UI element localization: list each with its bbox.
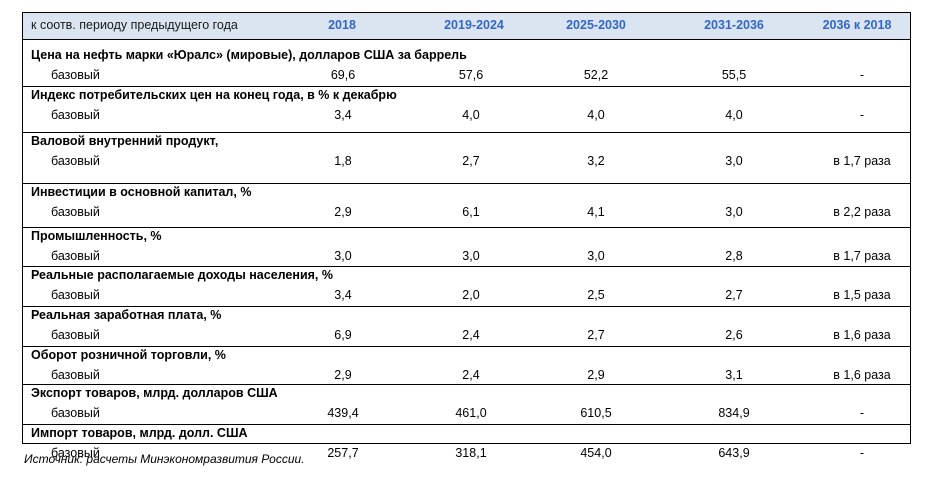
table-cell: 454,0 bbox=[580, 446, 612, 460]
row-separator bbox=[23, 183, 910, 184]
indicator-title: Цена на нефть марки «Юралс» (мировые), д… bbox=[31, 48, 467, 62]
table-cell: 3,2 bbox=[587, 154, 605, 168]
table-header: к соотв. периоду предыдущего года 2018 2… bbox=[23, 13, 910, 40]
table-cell: 3,0 bbox=[725, 205, 743, 219]
table-cell: 4,0 bbox=[725, 108, 743, 122]
scenario-label: базовый bbox=[51, 249, 100, 263]
indicator-title: Валовой внутренний продукт, bbox=[31, 134, 219, 148]
table-cell: 2,4 bbox=[462, 368, 480, 382]
table-cell: 3,0 bbox=[587, 249, 605, 263]
table-cell: 3,0 bbox=[334, 249, 352, 263]
table-cell: 439,4 bbox=[327, 406, 359, 420]
table-cell: в 1,7 раза bbox=[833, 154, 891, 168]
table-cell: 57,6 bbox=[458, 68, 484, 82]
scenario-label: базовый bbox=[51, 406, 100, 420]
table-cell: 6,1 bbox=[462, 205, 480, 219]
indicator-title: Инвестиции в основной капитал, % bbox=[31, 185, 252, 199]
table-cell: 4,0 bbox=[462, 108, 480, 122]
table-cell: 2,9 bbox=[587, 368, 605, 382]
table-cell: 52,2 bbox=[583, 68, 609, 82]
table-cell: в 1,6 раза bbox=[833, 328, 891, 342]
forecast-table: к соотв. периоду предыдущего года 2018 2… bbox=[22, 12, 911, 460]
table-cell: в 1,7 раза bbox=[833, 249, 891, 263]
table-cell: 3,0 bbox=[725, 154, 743, 168]
row-separator bbox=[23, 266, 910, 267]
table-cell: 4,0 bbox=[587, 108, 605, 122]
table-cell: 2,9 bbox=[334, 368, 352, 382]
table-cell: 610,5 bbox=[580, 406, 612, 420]
row-separator bbox=[23, 306, 910, 307]
table-cell: 3,0 bbox=[462, 249, 480, 263]
table-cell: 318,1 bbox=[455, 446, 487, 460]
indicator-title: Промышленность, % bbox=[31, 229, 162, 243]
table-cell: в 2,2 раза bbox=[833, 205, 891, 219]
table-cell: 2,4 bbox=[462, 328, 480, 342]
indicator-title: Реальная заработная плата, % bbox=[31, 308, 222, 322]
table-cell: 3,4 bbox=[334, 108, 352, 122]
row-separator bbox=[23, 384, 910, 385]
col-header-2036-vs-2018: 2036 к 2018 bbox=[822, 18, 892, 32]
col-header-2019-2024: 2019-2024 bbox=[444, 18, 504, 32]
indicator-title: Индекс потребительских цен на конец года… bbox=[31, 88, 397, 102]
table-cell: 2,8 bbox=[725, 249, 743, 263]
table-cell: 2,7 bbox=[587, 328, 605, 342]
scenario-label: базовый bbox=[51, 446, 100, 460]
col-header-2025-2030: 2025-2030 bbox=[566, 18, 626, 32]
table-cell: 6,9 bbox=[334, 328, 352, 342]
header-label: к соотв. периоду предыдущего года bbox=[31, 18, 238, 32]
col-header-2018: 2018 bbox=[328, 18, 356, 32]
scenario-label: базовый bbox=[51, 154, 100, 168]
table-cell: 643,9 bbox=[718, 446, 750, 460]
table-cell: - bbox=[859, 108, 865, 122]
scenario-label: базовый bbox=[51, 108, 100, 122]
table-cell: 3,4 bbox=[334, 288, 352, 302]
row-separator bbox=[23, 227, 910, 228]
table-cell: 3,1 bbox=[725, 368, 743, 382]
table-cell: 2,7 bbox=[462, 154, 480, 168]
source-note: Источник: расчеты Минэкономразвития Росс… bbox=[24, 452, 305, 466]
table-cell: 2,7 bbox=[725, 288, 743, 302]
scenario-label: базовый bbox=[51, 68, 100, 82]
row-separator bbox=[23, 424, 910, 425]
table-cell: 834,9 bbox=[718, 406, 750, 420]
col-header-2031-2036: 2031-2036 bbox=[704, 18, 764, 32]
row-separator bbox=[23, 346, 910, 347]
indicator-title: Реальные располагаемые доходы населения,… bbox=[31, 268, 333, 282]
table-cell: - bbox=[859, 446, 865, 460]
table-cell: 1,8 bbox=[334, 154, 352, 168]
indicator-title: Оборот розничной торговли, % bbox=[31, 348, 226, 362]
table-cell: - bbox=[859, 406, 865, 420]
table-cell: 69,6 bbox=[330, 68, 356, 82]
table-cell: 257,7 bbox=[327, 446, 359, 460]
table-cell: 461,0 bbox=[455, 406, 487, 420]
table-cell: в 1,5 раза bbox=[833, 288, 891, 302]
indicator-title: Экспорт товаров, млрд. долларов США bbox=[31, 386, 278, 400]
scenario-label: базовый bbox=[51, 328, 100, 342]
table-cell: 2,6 bbox=[725, 328, 743, 342]
table-cell: 2,5 bbox=[587, 288, 605, 302]
table-cell: 4,1 bbox=[587, 205, 605, 219]
table-cell: 2,9 bbox=[334, 205, 352, 219]
row-separator bbox=[23, 86, 910, 87]
indicator-title: Импорт товаров, млрд. долл. США bbox=[31, 426, 248, 440]
table-cell: 2,0 bbox=[462, 288, 480, 302]
table-cell: 55,5 bbox=[721, 68, 747, 82]
table-cell: в 1,6 раза bbox=[833, 368, 891, 382]
table-cell: - bbox=[859, 68, 865, 82]
row-separator bbox=[23, 132, 910, 133]
scenario-label: базовый bbox=[51, 205, 100, 219]
scenario-label: базовый bbox=[51, 288, 100, 302]
scenario-label: базовый bbox=[51, 368, 100, 382]
